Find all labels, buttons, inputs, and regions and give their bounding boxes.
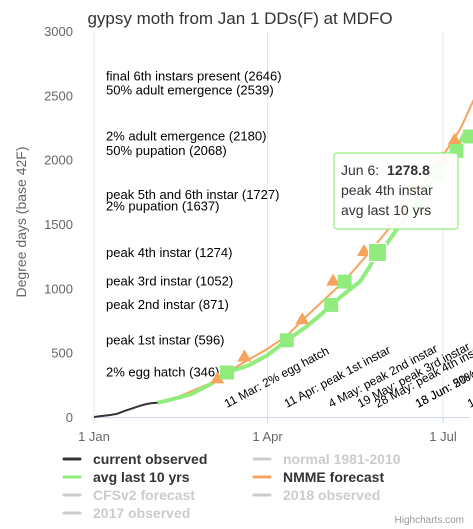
legend: current observed normal 1981-2010 avg last… [62, 451, 401, 521]
avg-marker [324, 297, 339, 312]
tooltip-line-1: Jun 6: 1278.8 [341, 162, 430, 178]
y-tick-label: 2500 [44, 88, 73, 103]
stage-label: peak 2nd instar (871) [106, 297, 229, 312]
legend-item[interactable]: 2017 observed [93, 505, 190, 521]
y-tick-label: 0 [66, 410, 73, 425]
y-tick-label: 2000 [44, 153, 73, 168]
stage-label: peak 5th and 6th instar (1727) [106, 187, 279, 202]
legend-item[interactable]: current observed [93, 451, 207, 467]
y-axis: 0 500 1000 1500 2000 2500 3000 [44, 24, 73, 425]
tooltip-stage: peak 4th instar [341, 182, 433, 198]
x-axis: 1 Jan 1 Apr 1 Jul [78, 417, 457, 444]
y-axis-title: Degree days (base 42F) [13, 147, 29, 298]
y-tick-label: 500 [51, 346, 73, 361]
credits-link[interactable]: Highcharts.com [395, 515, 464, 526]
tooltip-value: 1278.8 [387, 162, 430, 178]
stage-label: 2% pupation (1637) [106, 198, 219, 213]
legend-item[interactable]: CFSv2 forecast [93, 487, 195, 503]
tooltip-box [333, 152, 459, 230]
stage-label: peak 4th instar (1274) [106, 245, 232, 260]
stage-label: 50% adult emergence (2539) [106, 82, 274, 97]
avg-marker-hovered [367, 242, 387, 262]
stage-label: 2% adult emergence (2180) [106, 129, 266, 144]
tooltip-date: Jun 6: [341, 162, 379, 178]
nmme-marker [295, 312, 310, 325]
stage-label: peak 3rd instar (1052) [106, 274, 233, 289]
tooltip-series: avg last 10 yrs [341, 202, 431, 218]
tooltip: Jun 6: 1278.8 peak 4th instar avg last 1… [333, 152, 459, 230]
y-tick-label: 1500 [44, 217, 73, 232]
avg-marker [337, 274, 352, 289]
nmme-marker [237, 349, 252, 362]
avg-marker [279, 333, 294, 348]
legend-item[interactable]: 2018 observed [283, 487, 380, 503]
avg-marker [220, 365, 235, 380]
nmme-marker [356, 244, 371, 257]
nmme-marker [326, 273, 341, 286]
stage-label: final 6th instars present (2646) [106, 69, 282, 84]
legend-item[interactable]: normal 1981-2010 [283, 451, 401, 467]
stage-label: 2% egg hatch (346) [106, 364, 219, 379]
y-tick-label: 3000 [44, 24, 73, 39]
stage-label: 50% pupation (2068) [106, 143, 227, 158]
stage-labels: final 6th instars present (2646)50% adul… [106, 69, 282, 380]
x-tick-label: 1 Jul [429, 429, 457, 444]
avg-marker [463, 129, 473, 144]
nmme-marker [210, 371, 225, 384]
chart-title: gypsy moth from Jan 1 DDs(F) at MDFO [87, 9, 392, 28]
y-tick-label: 1000 [44, 281, 73, 296]
nmme-marker [447, 132, 462, 145]
x-tick-label: 1 Jan [78, 429, 110, 444]
current-observed-line [93, 401, 158, 418]
x-tick-label: 1 Apr [252, 429, 283, 444]
legend-item[interactable]: NMME forecast [283, 469, 384, 485]
stage-label: peak 1st instar (596) [106, 332, 225, 347]
legend-item[interactable]: avg last 10 yrs [93, 469, 190, 485]
